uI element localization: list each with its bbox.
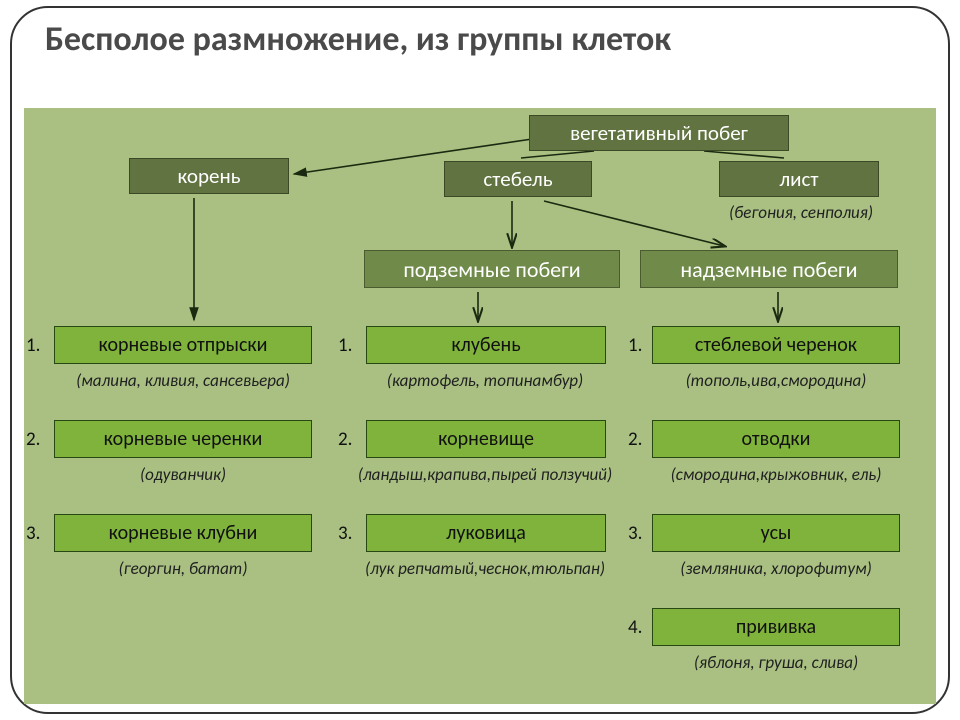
item-caption: (смородина,крыжовник, ель)	[638, 464, 914, 485]
item-caption: (картофель, топинамбур)	[344, 370, 626, 391]
item-caption: (лук репчатый,чеснок,тюльпан)	[344, 558, 626, 579]
item-number: 1.	[628, 334, 642, 357]
node-podzem: подземные побеги	[364, 250, 620, 288]
item-box-nadzem: отводки	[652, 420, 900, 458]
item-number: 2.	[26, 428, 40, 451]
item-box-nadzem: стеблевой черенок	[652, 326, 900, 364]
slide-title: Бесполое размножение, из группы клеток	[45, 20, 925, 59]
node-nadzem-label: надземные побеги	[680, 256, 857, 283]
node-podzem-label: подземные побеги	[403, 256, 580, 283]
item-box-nadzem: прививка	[652, 608, 900, 646]
item-caption: (яблоня, груша, слива)	[638, 652, 914, 673]
item-number: 3.	[338, 522, 352, 545]
node-list: лист	[719, 161, 879, 197]
node-koren: корень	[129, 158, 289, 194]
item-number: 1.	[338, 334, 352, 357]
item-caption: (малина, кливия, сансевьера)	[44, 370, 322, 391]
item-box-koren: корневые черенки	[54, 420, 312, 458]
item-number: 3.	[628, 522, 642, 545]
item-caption: (тополь,ива,смородина)	[638, 370, 914, 391]
node-nadzem: надземные побеги	[640, 250, 898, 288]
item-box-nadzem: усы	[652, 514, 900, 552]
item-caption: (одуванчик)	[44, 464, 322, 485]
item-number: 3.	[26, 522, 40, 545]
item-box-podzem: корневище	[366, 420, 606, 458]
node-list-label: лист	[779, 166, 818, 192]
node-stebel-label: стебель	[483, 166, 552, 192]
node-root: вегетативный побег	[529, 115, 789, 151]
item-number: 2.	[628, 428, 642, 451]
node-root-label: вегетативный побег	[570, 120, 748, 146]
item-number: 1.	[26, 334, 40, 357]
item-caption: (земляника, хлорофитум)	[638, 558, 914, 579]
item-number: 4.	[628, 616, 642, 639]
item-number: 2.	[338, 428, 352, 451]
caption-list: (бегония, сенполия)	[696, 202, 906, 223]
node-koren-label: корень	[177, 163, 240, 189]
item-caption: (ландыш,крапива,пырей ползучий)	[344, 464, 626, 485]
item-caption: (георгин, батат)	[44, 558, 322, 579]
diagram-canvas: вегетативный побег корень стебель лист (…	[24, 108, 936, 704]
item-box-koren: корневые клубни	[54, 514, 312, 552]
item-box-podzem: клубень	[366, 326, 606, 364]
item-box-koren: корневые отпрыски	[54, 326, 312, 364]
item-box-podzem: луковица	[366, 514, 606, 552]
node-stebel: стебель	[444, 161, 592, 197]
